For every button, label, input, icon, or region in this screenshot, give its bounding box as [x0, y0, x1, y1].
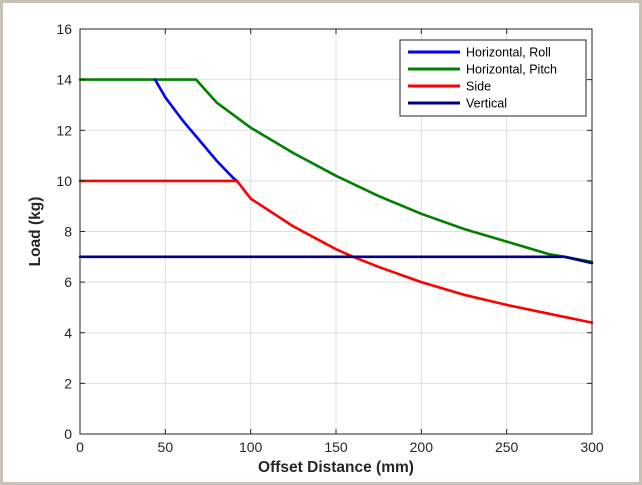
- x-tick-label: 250: [495, 439, 519, 455]
- x-tick-label: 50: [158, 439, 174, 455]
- y-tick-label: 14: [56, 72, 72, 88]
- y-tick-label: 0: [64, 426, 72, 442]
- tick-labels: 0 50 100 150 200 250 300 0 2 4 6 8 10 12 14 16: [56, 21, 603, 455]
- y-tick-label: 2: [64, 375, 72, 391]
- y-tick-label: 12: [56, 122, 72, 138]
- x-axis-label: Offset Distance (mm): [258, 459, 414, 476]
- legend-label: Vertical: [466, 97, 507, 111]
- x-tick-label: 300: [580, 439, 604, 455]
- y-tick-label: 16: [56, 21, 72, 37]
- y-tick-label: 10: [56, 173, 72, 189]
- y-tick-label: 8: [64, 224, 72, 240]
- x-tick-label: 150: [324, 439, 348, 455]
- legend-label: Side: [466, 80, 491, 94]
- y-tick-label: 4: [64, 325, 72, 341]
- x-tick-label: 0: [76, 439, 84, 455]
- series-line-horizontal-pitch: [78, 78, 594, 264]
- series-lines: [78, 78, 594, 324]
- legend-label: Horizontal, Pitch: [466, 63, 557, 77]
- legend-entries: Horizontal, Roll Horizontal, Pitch Side Ver…: [408, 46, 557, 111]
- x-tick-label: 200: [410, 439, 434, 455]
- legend-label: Horizontal, Roll: [466, 46, 551, 60]
- x-tick-label: 100: [239, 439, 263, 455]
- y-axis-label: Load (kg): [27, 197, 44, 267]
- series-line-side: [78, 179, 594, 324]
- y-tick-label: 6: [64, 274, 72, 290]
- series-line-vertical: [78, 255, 594, 265]
- legend: Horizontal, Roll Horizontal, Pitch Side Ver…: [399, 39, 587, 117]
- series-line-horizontal-roll: [153, 78, 239, 183]
